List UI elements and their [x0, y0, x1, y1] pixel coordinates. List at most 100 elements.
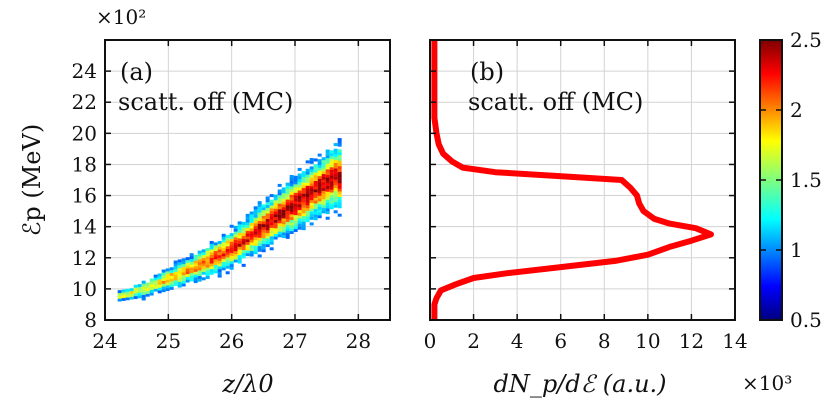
heatmap-cell [193, 263, 198, 267]
heatmap-cell [277, 206, 282, 210]
heatmap-cell [301, 201, 306, 205]
heatmap-cell [281, 223, 286, 227]
heatmap-cell [265, 216, 270, 220]
heatmap-cell [317, 209, 322, 213]
heatmap-cell [285, 191, 290, 195]
x-tick-label: 28 [346, 329, 371, 353]
heatmap-cell [309, 222, 314, 226]
heatmap-cell [297, 176, 302, 180]
heatmap-cell [273, 211, 278, 215]
heatmap-cell [333, 196, 338, 200]
heatmap-cell [245, 227, 250, 231]
heatmap-cell [257, 248, 262, 252]
heatmap-cell [201, 277, 206, 281]
heatmap-cell [165, 288, 170, 292]
heatmap-cell [237, 235, 242, 239]
heatmap-cell [257, 243, 262, 247]
heatmap-cell [293, 214, 298, 218]
heatmap-cell [333, 182, 338, 186]
heatmap-cell [313, 200, 318, 204]
heatmap-cell [233, 259, 238, 263]
heatmap-cell [329, 167, 334, 171]
heatmap-cell [293, 220, 298, 224]
heatmap-cell [245, 213, 250, 217]
heatmap-cell [305, 185, 310, 189]
heatmap-cell [337, 213, 342, 217]
x-tick-label: 14 [722, 329, 747, 353]
heatmap-cell [205, 267, 210, 271]
heatmap-cell [133, 293, 138, 297]
heatmap-cell [265, 230, 270, 234]
heatmap-cell [321, 168, 326, 172]
heatmap-cell [269, 208, 274, 212]
heatmap-cell [133, 284, 138, 288]
heatmap-cell [269, 224, 274, 228]
heatmap-cell [301, 215, 306, 219]
heatmap-cell [297, 198, 302, 202]
heatmap-cell [265, 207, 270, 211]
heatmap-cell [157, 284, 162, 288]
heatmap-cell [161, 289, 166, 293]
heatmap-cell [261, 218, 266, 222]
heatmap-cell [337, 163, 342, 167]
heatmap-cell [321, 182, 326, 186]
heatmap-cell [253, 251, 258, 255]
heatmap-cell [333, 187, 338, 191]
heatmap-cell [253, 228, 258, 232]
heatmap-cell [309, 188, 314, 192]
heatmap-cell [245, 219, 250, 223]
heatmap-cell [185, 268, 190, 272]
heatmap-cell [233, 231, 238, 235]
heatmap-cell [189, 278, 194, 282]
heatmap-cell [149, 286, 154, 290]
heatmap-cell [193, 274, 198, 278]
heatmap-cell [293, 203, 298, 207]
heatmap-cell [229, 261, 234, 265]
heatmap-cell [257, 229, 262, 233]
heatmap-cell [185, 271, 190, 275]
heatmap-cell [225, 234, 230, 238]
heatmap-cell [333, 168, 338, 172]
heatmap-cell [261, 207, 266, 211]
heatmap-cell [329, 181, 334, 185]
heatmap-cell [313, 203, 318, 207]
heatmap-cell [337, 185, 342, 189]
heatmap-cell [261, 249, 266, 253]
heatmap-cell [157, 290, 162, 294]
heatmap-cell [313, 178, 318, 182]
heatmap-cell [177, 279, 182, 283]
y-tick-label: 22 [72, 90, 97, 114]
heatmap-cell [225, 248, 230, 252]
heatmap-cell [309, 216, 314, 220]
heatmap-cell [337, 157, 342, 161]
heatmap-cell [205, 273, 210, 277]
heatmap-cell [261, 212, 266, 216]
heatmap-cell [273, 202, 278, 206]
heatmap-cell [221, 256, 226, 260]
heatmap-cell [149, 292, 154, 296]
heatmap-cell [197, 275, 202, 279]
heatmap-cell [209, 263, 214, 267]
heatmap-cell [165, 268, 170, 272]
heatmap-cell [193, 266, 198, 270]
heatmap-cell [149, 289, 154, 293]
heatmap-cell [281, 204, 286, 208]
heatmap-cell [273, 214, 278, 218]
heatmap-cell [325, 216, 330, 220]
heatmap-cell [237, 246, 242, 250]
heatmap-cell [165, 276, 170, 280]
heatmap-cell [189, 272, 194, 276]
heatmap-cell [309, 211, 314, 215]
heatmap-cell [281, 193, 286, 197]
heatmap-cell [297, 193, 302, 197]
heatmap-cell [289, 186, 294, 190]
heatmap-cell [305, 188, 310, 192]
heatmap-cell [253, 217, 258, 221]
heatmap-cell [301, 204, 306, 208]
x-tick-label: 8 [598, 329, 611, 353]
heatmap-cell [309, 205, 314, 209]
heatmap-cell [261, 240, 266, 244]
heatmap-cell [221, 253, 226, 257]
heatmap-cell [337, 171, 342, 175]
heatmap-cell [321, 196, 326, 200]
